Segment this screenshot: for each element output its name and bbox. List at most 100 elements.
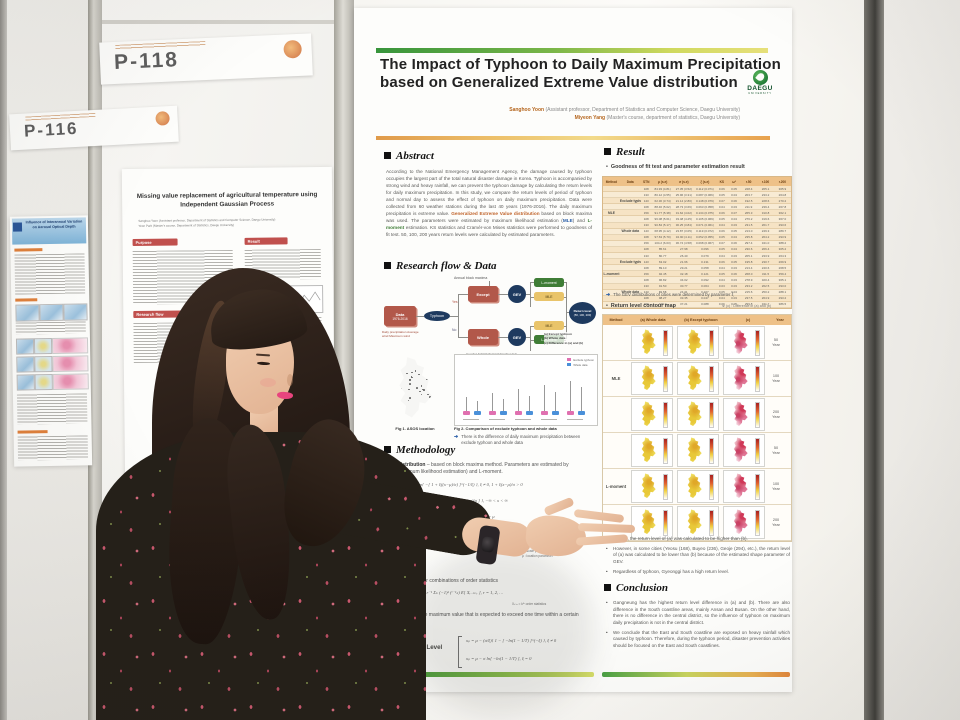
list-item: • Regardless of typhoon, Gyeonggi has a h… (606, 569, 790, 576)
lmoment-bullet-text: – linear combinations of order statistic… (410, 578, 498, 584)
contour-map-thumb (631, 434, 673, 467)
station-dot-icon (429, 389, 432, 392)
table-cell: 264.3 (778, 253, 787, 258)
table-cell: 108 (643, 217, 649, 222)
table-cell: 84.93 (4.81) (654, 186, 671, 191)
author1-name: Sanghoo Yoon (509, 107, 545, 113)
table-cell: 0.06 (731, 271, 737, 276)
abstract-segment: ) and (572, 218, 588, 224)
table-cell: 305.2 (778, 247, 787, 252)
table-header-cell: r.100 (761, 179, 770, 184)
list-item-text: Gangneung has the highest return level d… (613, 600, 790, 625)
table-cell: 23.87 (3.05) (675, 229, 692, 234)
abstract-segment: Generalized Extreme Value distribution (451, 211, 540, 217)
boxplot-box (489, 410, 496, 415)
station-dot-icon (411, 376, 414, 379)
contour-year-value: 100 (772, 373, 780, 378)
table-cell: 133 (643, 223, 649, 228)
figure-asos-map (382, 356, 446, 422)
goodness-of-fit-table: Method Data STN μ (s.e) σ (s.e) ξ (s.e) KS ω² r.… (602, 176, 792, 309)
station-dot-icon (416, 387, 418, 390)
agri-section-purpose: Purpose (132, 238, 178, 247)
table-cell: 230.7 (761, 259, 770, 264)
colorbar-icon (709, 510, 714, 536)
flow-node-gev-1: GEV (508, 285, 526, 303)
table-cell: 192.5 (744, 198, 753, 203)
arrow-icon: ➔ (454, 434, 459, 440)
table-cell: 0.04 (718, 277, 725, 282)
table-row: 133 90.84 (5.17) 30.25 (3.84) 0.071 (0.061)… (603, 223, 791, 229)
table-cell: 0.092 (701, 277, 709, 282)
agri-section-result: Result (244, 237, 288, 245)
poster-top-bar (376, 48, 768, 53)
flow-label-no: No (452, 328, 457, 332)
aerosol-map-thumb (63, 303, 88, 321)
contour-year-value: 50 (773, 445, 779, 450)
fig2-note: ➔ There is the difference of daily maximu… (454, 434, 596, 446)
gev-bullet-text: – based on block maxima method. Paramete… (386, 462, 569, 476)
boxplot-whisker (466, 397, 467, 411)
list-item: • Gangneung has the highest return level … (606, 600, 790, 627)
korea-contour-icon (641, 509, 656, 534)
table-cell: 69.58 (658, 290, 667, 295)
flow-line (526, 337, 530, 338)
table-cell: 92.45 (658, 271, 667, 276)
boxplot-box (515, 410, 522, 415)
korea-contour-icon (687, 365, 702, 390)
boxplot-box (500, 410, 507, 415)
table-cell: 205.1 (744, 253, 753, 258)
contour-header-cell: (b) Except typhoon (684, 318, 718, 322)
korea-contour-icon (687, 509, 702, 534)
table-cell: 0.06 (718, 229, 725, 234)
colorbar-icon (663, 510, 668, 536)
colorbar-icon (709, 366, 714, 392)
flow-line (416, 316, 424, 317)
table-cell: 27.98 (680, 247, 688, 252)
table-row: Whole data 143 68.95 (4.12) 23.87 (3.05) 0.1… (603, 228, 791, 235)
table-cell: 0.04 (718, 223, 725, 228)
flow-line (458, 337, 468, 338)
station-dot-icon (423, 389, 425, 391)
flow-node-data-label: Data (395, 311, 405, 317)
table-cell: MLE (607, 210, 615, 215)
formula-return-2: xₚ = μ − σ ln[ −ln(1 − 1/T) ], ξ = 0 (466, 656, 532, 661)
colorbar-icon (755, 474, 760, 500)
station-dot-icon (429, 396, 431, 399)
table-cell: 68.95 (4.12) (654, 229, 671, 234)
table-cell: 0.03 (731, 296, 737, 301)
table-cell: Exclude typhoon (619, 198, 641, 203)
table-cell: 168 (643, 204, 649, 209)
korea-contour-icon (733, 329, 748, 354)
list-item: •Overall, the return level of (a) was ca… (606, 536, 790, 543)
table-row: L-moment 159 92.45 32.18 0.121 0.05 0.06 268.0 3… (603, 271, 791, 278)
table-cell: 293.9 (778, 235, 787, 240)
station-dot-icon (427, 393, 429, 396)
table-cell: 0.087 (0.066) (696, 192, 714, 197)
table-header-cell: ω² (732, 179, 736, 184)
table-cell: 159 (643, 271, 649, 276)
table-cell: 289.7 (778, 229, 787, 234)
table-cell: 62.30 (3.74) (654, 198, 671, 203)
colorbar-icon (709, 438, 714, 464)
poster-divider-bar (376, 136, 770, 140)
contour-method-cell: MLE (611, 376, 621, 381)
table-cell: 0.05 (718, 235, 725, 240)
table-cell: 29.21 (680, 265, 688, 270)
table-cell: 104.2 (6.03) (654, 241, 671, 246)
daegu-logo-icon (752, 70, 768, 85)
table-cell: 0.05 (731, 302, 737, 307)
station-dot-icon (425, 374, 427, 376)
contour-map-thumb (723, 398, 765, 431)
table-cell: 0.05 (718, 192, 725, 197)
table-cell: 262.5 (761, 284, 770, 289)
aerosol-section-bar (14, 248, 43, 252)
legend-whole-data: Whole data (567, 362, 594, 368)
table-header-cell: Data (626, 179, 634, 184)
boxplot-box (552, 410, 559, 415)
result-note-text: The GEV distributions of cities were det… (613, 292, 734, 297)
table-cell: Exclude typhoon (619, 259, 641, 264)
korea-contour-icon (641, 329, 656, 354)
flow-line (450, 316, 458, 317)
aerosol-body-text (17, 435, 89, 461)
table-cell: 32.18 (680, 271, 688, 276)
